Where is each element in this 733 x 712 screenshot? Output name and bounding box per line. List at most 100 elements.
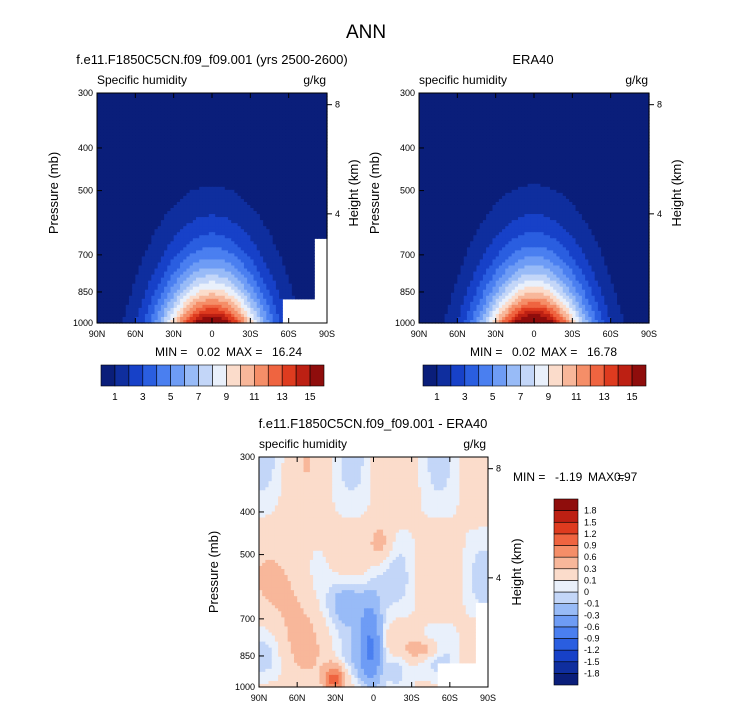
contour-cell (314, 126, 319, 130)
contour-cell (304, 177, 309, 182)
contour-cell (215, 102, 219, 106)
contour-cell (141, 141, 146, 146)
contour-cell (218, 150, 223, 155)
contour-cell (180, 147, 184, 152)
contour-cell (240, 153, 245, 158)
contour-cell (295, 141, 299, 146)
contour-cell (148, 153, 152, 158)
contour-cell (269, 132, 274, 136)
contour-cell (141, 108, 146, 112)
contour-cell (176, 132, 181, 136)
contour-cell (269, 141, 274, 146)
contour-cell (266, 186, 271, 191)
contour-cell (132, 141, 136, 146)
contour-cell (157, 108, 162, 112)
contour-cell (138, 180, 143, 185)
contour-cell (160, 108, 165, 112)
contour-cell (218, 102, 223, 106)
contour-cell (151, 132, 156, 136)
contour-cell (250, 108, 255, 112)
contour-cell (100, 96, 104, 100)
contour-cell (100, 102, 104, 106)
contour-cell (215, 114, 219, 118)
contour-cell (164, 189, 168, 194)
contour-cell (243, 147, 248, 152)
contour-cell (196, 147, 200, 152)
contour-cell (199, 153, 204, 158)
contour-cell (186, 99, 191, 103)
contour-cell (167, 159, 172, 164)
contour-cell (269, 180, 274, 185)
contour-cell (237, 111, 242, 115)
contour-cell (256, 114, 261, 118)
contour-cell (291, 132, 296, 136)
contour-cell (269, 159, 274, 164)
contour-cell (218, 168, 223, 173)
contour-cell (183, 111, 188, 115)
contour-cell (180, 171, 184, 176)
contour-cell (311, 96, 315, 100)
contour-cell (144, 162, 149, 167)
contour-cell (122, 126, 127, 130)
contour-cell (103, 192, 108, 197)
contour-cell (208, 99, 213, 103)
contour-cell (151, 150, 156, 155)
contour-cell (272, 102, 277, 106)
contour-cell (221, 120, 226, 124)
contour-cell (208, 159, 213, 164)
contour-cell (132, 93, 136, 97)
contour-cell (247, 105, 251, 109)
contour-cell (311, 135, 315, 139)
contour-cell (189, 126, 194, 130)
contour-cell (298, 168, 303, 173)
contour-cell (199, 144, 204, 149)
contour-cell (317, 126, 322, 130)
contour-cell (282, 105, 287, 109)
contour-cell (301, 135, 306, 139)
contour-cell (199, 93, 204, 97)
contour-cell (122, 168, 127, 173)
contour-cell (212, 147, 216, 152)
contour-cell (196, 135, 200, 139)
contour-cell (272, 153, 277, 158)
contour-cell (234, 153, 239, 158)
contour-cell (119, 132, 124, 136)
contour-cell (256, 144, 261, 149)
contour-cell (307, 105, 312, 109)
contour-cell (183, 186, 188, 191)
contour-cell (148, 144, 152, 149)
contour-cell (218, 135, 223, 139)
contour-cell (189, 135, 194, 139)
contour-cell (221, 171, 226, 176)
contour-cell (275, 105, 280, 109)
contour-cell (298, 99, 303, 103)
contour-cell (132, 144, 136, 149)
contour-cell (144, 96, 149, 100)
contour-cell (176, 99, 181, 103)
contour-cell (196, 165, 200, 170)
contour-cell (103, 171, 108, 176)
contour-cell (183, 165, 188, 170)
contour-cell (135, 102, 140, 106)
contour-cell (180, 108, 184, 112)
contour-cell (231, 165, 235, 170)
contour-cell (301, 117, 306, 121)
contour-cell (275, 168, 280, 173)
contour-cell (183, 93, 188, 97)
contour-cell (205, 102, 210, 106)
contour-cell (243, 192, 248, 197)
contour-cell (256, 111, 261, 115)
contour-cell (125, 171, 130, 176)
contour-cell (135, 132, 140, 136)
contour-cell (212, 174, 216, 179)
contour-cell (132, 117, 136, 121)
contour-cell (227, 135, 232, 139)
contour-cell (221, 165, 226, 170)
contour-cell (189, 120, 194, 124)
contour-cell (272, 135, 277, 139)
contour-cell (291, 117, 296, 121)
contour-cell (106, 150, 111, 155)
contour-cell (291, 105, 296, 109)
contour-cell (157, 135, 162, 139)
contour-cell (243, 96, 248, 100)
